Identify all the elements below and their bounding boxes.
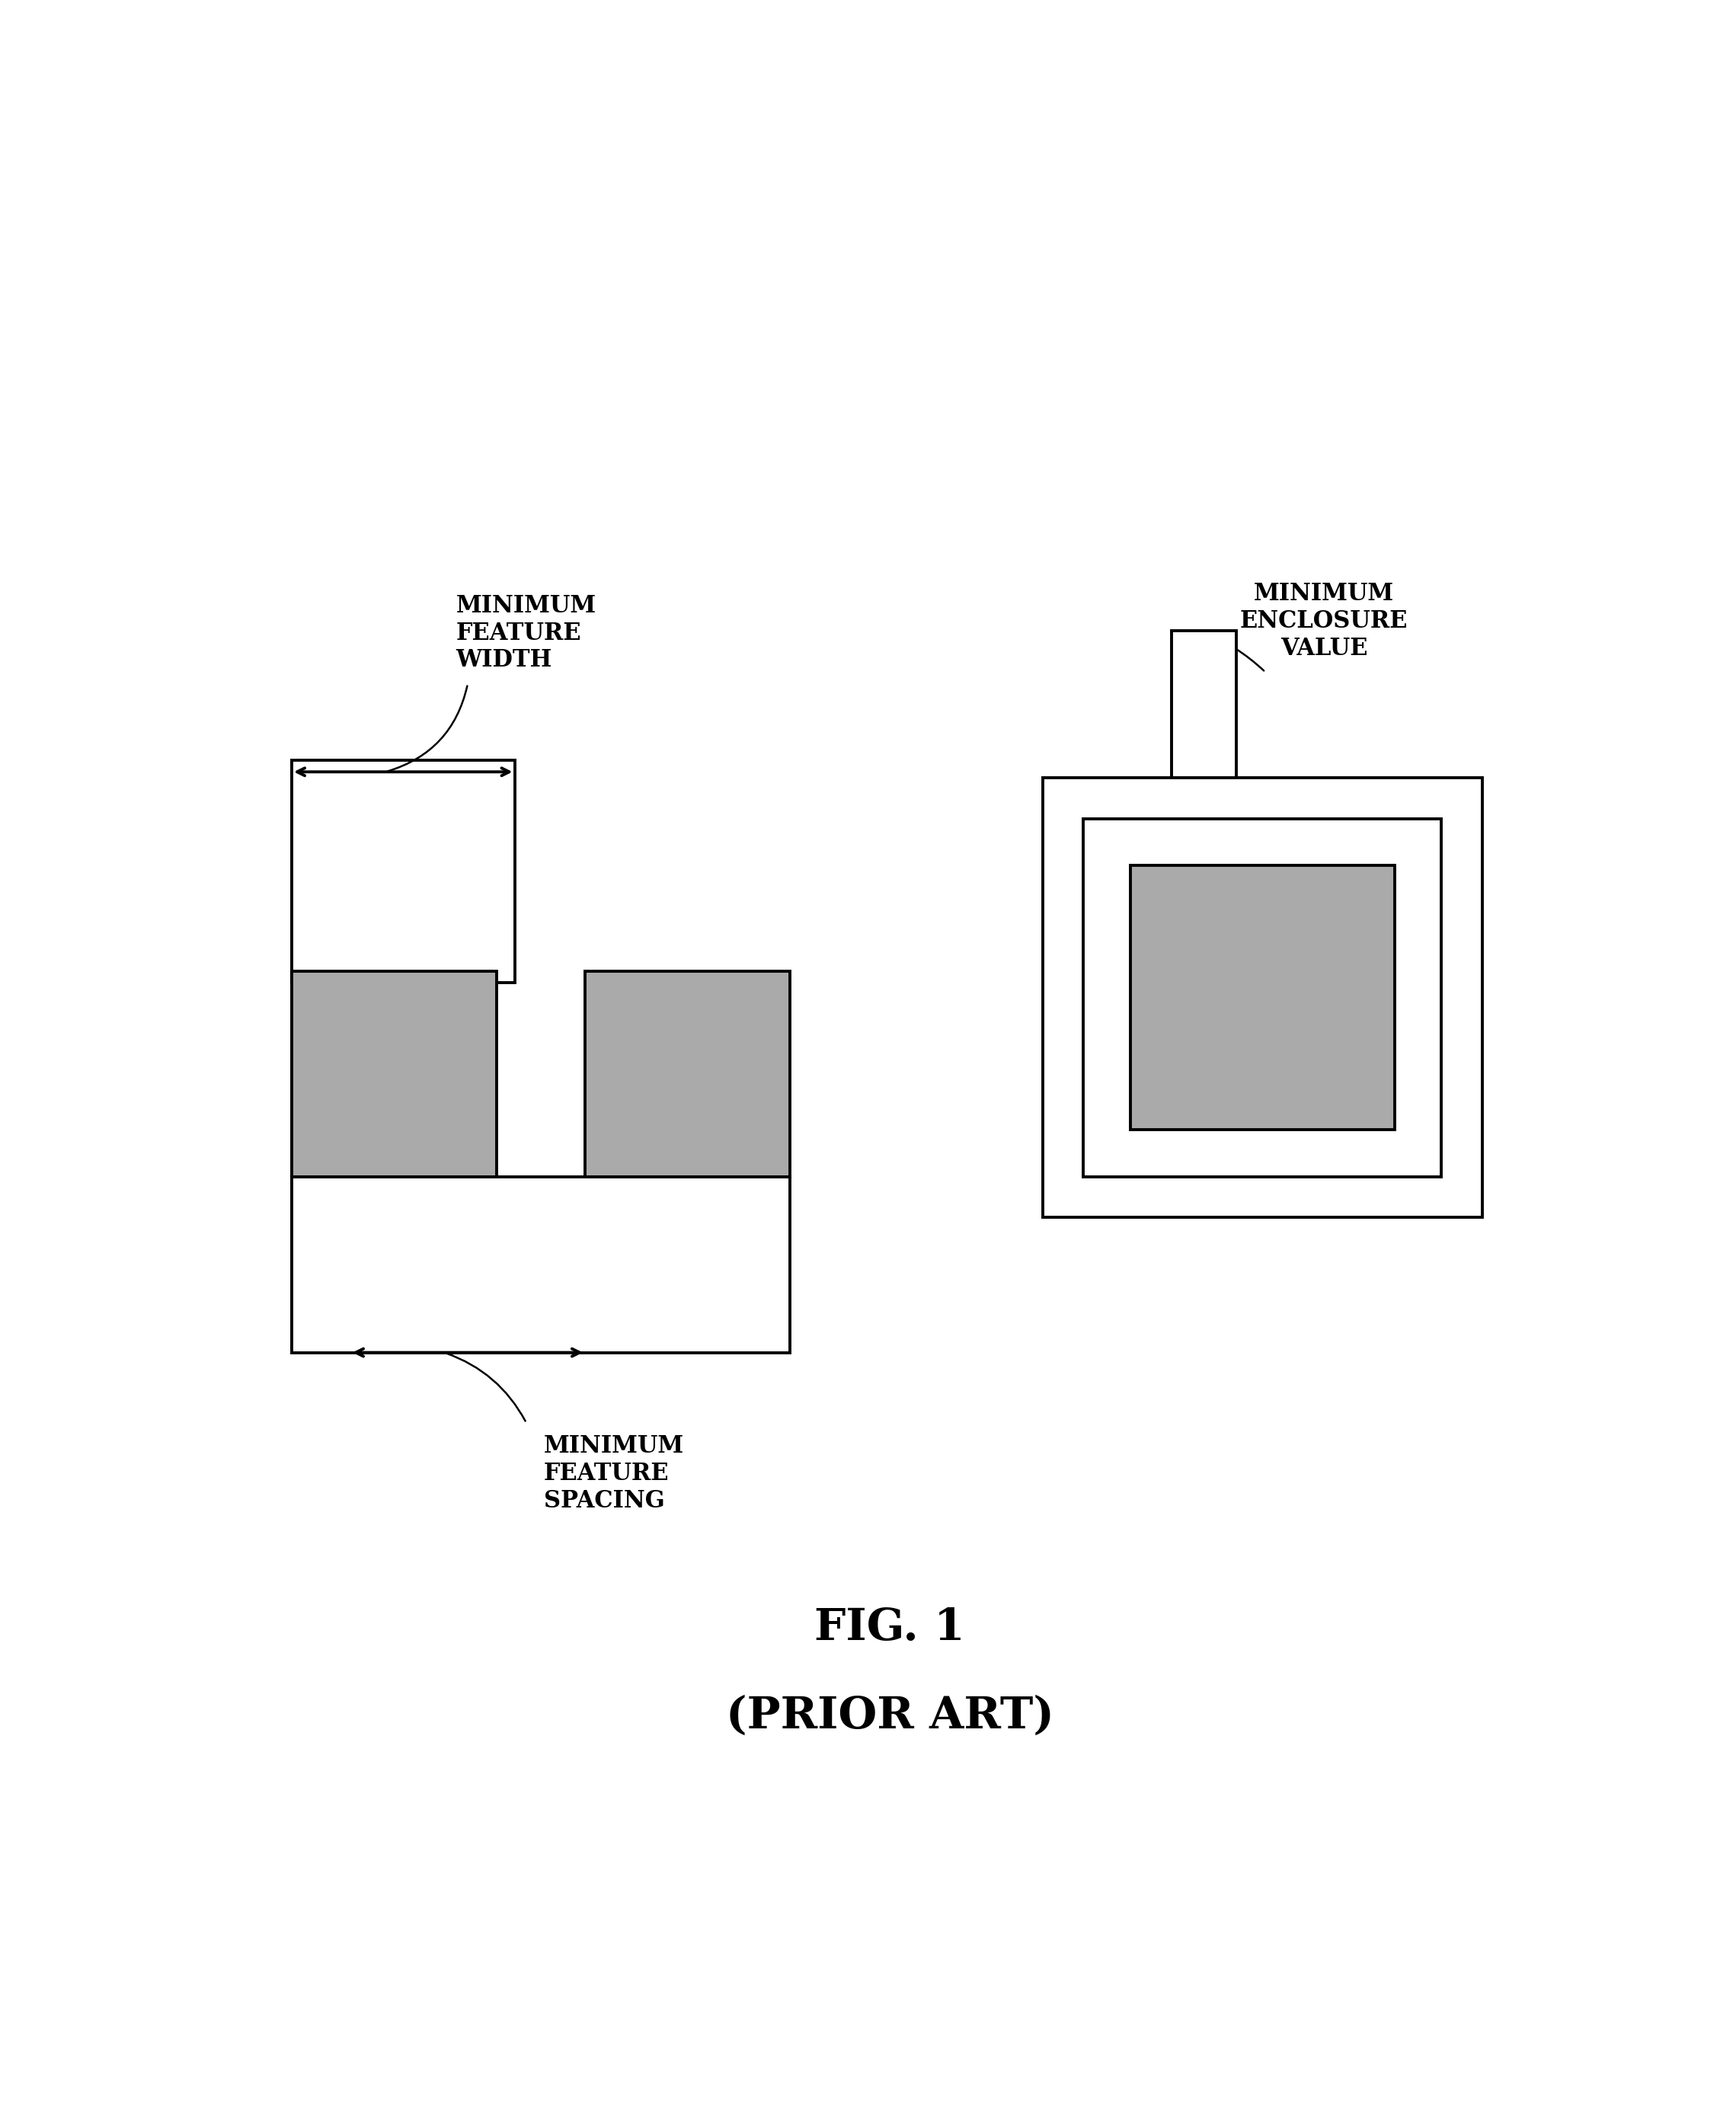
Bar xyxy=(1043,778,1483,1218)
Bar xyxy=(1083,819,1441,1176)
Text: (PRIOR ART): (PRIOR ART) xyxy=(726,1694,1054,1737)
Bar xyxy=(292,972,496,1176)
Text: MINIMUM
ENCLOSURE
VALUE: MINIMUM ENCLOSURE VALUE xyxy=(1240,583,1408,661)
Bar xyxy=(292,1176,790,1352)
Text: FIG. 1: FIG. 1 xyxy=(814,1607,965,1650)
Bar xyxy=(1130,865,1394,1129)
Bar xyxy=(292,761,514,982)
Bar xyxy=(585,972,790,1176)
Text: MINIMUM
FEATURE
SPACING: MINIMUM FEATURE SPACING xyxy=(543,1435,684,1514)
Text: MINIMUM
FEATURE
WIDTH: MINIMUM FEATURE WIDTH xyxy=(457,593,595,672)
Bar xyxy=(1172,631,1236,778)
